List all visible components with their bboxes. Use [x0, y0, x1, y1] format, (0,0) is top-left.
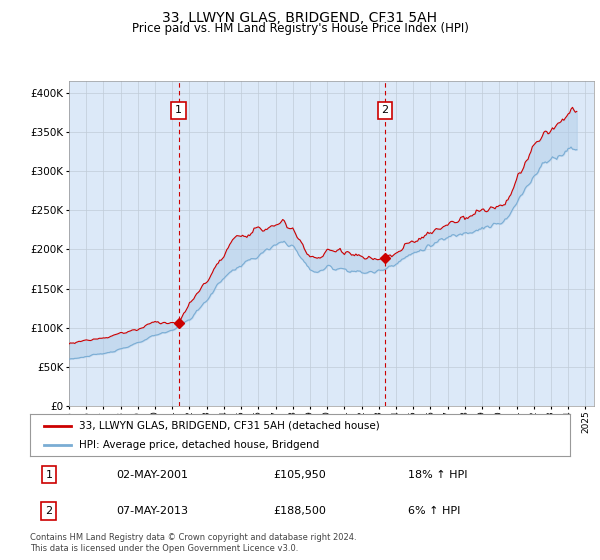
Text: 6% ↑ HPI: 6% ↑ HPI [408, 506, 460, 516]
Text: 2: 2 [382, 105, 389, 115]
Text: 07-MAY-2013: 07-MAY-2013 [116, 506, 188, 516]
Text: £188,500: £188,500 [273, 506, 326, 516]
Text: Contains HM Land Registry data © Crown copyright and database right 2024.
This d: Contains HM Land Registry data © Crown c… [30, 533, 356, 553]
Text: 02-MAY-2001: 02-MAY-2001 [116, 470, 188, 479]
Text: Price paid vs. HM Land Registry's House Price Index (HPI): Price paid vs. HM Land Registry's House … [131, 22, 469, 35]
Text: 18% ↑ HPI: 18% ↑ HPI [408, 470, 467, 479]
Text: 1: 1 [46, 470, 52, 479]
Text: 2: 2 [46, 506, 52, 516]
Text: 33, LLWYN GLAS, BRIDGEND, CF31 5AH: 33, LLWYN GLAS, BRIDGEND, CF31 5AH [163, 11, 437, 25]
Text: 33, LLWYN GLAS, BRIDGEND, CF31 5AH (detached house): 33, LLWYN GLAS, BRIDGEND, CF31 5AH (deta… [79, 421, 379, 431]
Text: £105,950: £105,950 [273, 470, 326, 479]
Text: HPI: Average price, detached house, Bridgend: HPI: Average price, detached house, Brid… [79, 440, 319, 450]
Text: 1: 1 [175, 105, 182, 115]
